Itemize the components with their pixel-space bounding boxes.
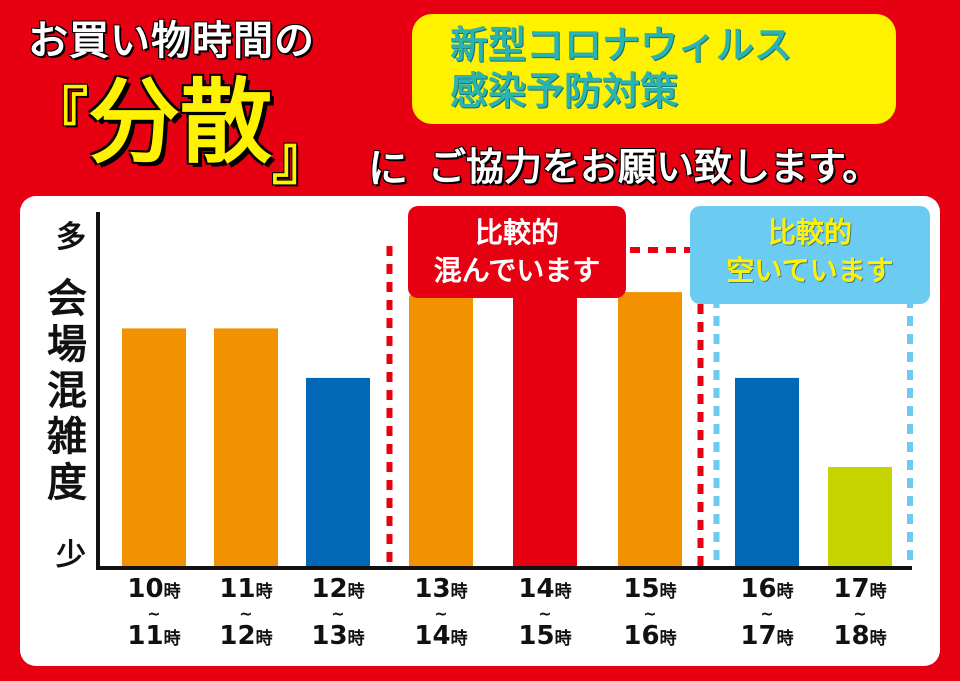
notice-line2: 感染予防対策 [450, 69, 679, 113]
x-tick-label: 11時 ~12時 [219, 574, 273, 651]
free-tag-line1: 比較的 [767, 216, 852, 249]
y-axis-label-char: 場 [47, 322, 87, 368]
x-tick-label: 16時 ~17時 [740, 574, 794, 651]
headline-line1: お買い物時間の [28, 18, 315, 64]
y-axis-label-char: 会 [47, 276, 87, 322]
y-axis-label-char: 度 [47, 460, 87, 506]
y-axis-label-char: 混 [47, 368, 87, 414]
bar [409, 295, 473, 566]
busy-tag: 比較的 混んでいます [408, 206, 626, 298]
free-tag: 比較的 空いています [690, 206, 930, 304]
bar [513, 255, 577, 567]
bar [122, 328, 186, 566]
free-tag-line2: 空いています [726, 254, 894, 287]
x-tick-label: 12時 ~13時 [311, 574, 365, 651]
bar [618, 292, 682, 566]
headline-keyword: 分散 [88, 69, 273, 176]
y-top-label: 多 [56, 220, 86, 255]
notice-line1: 新型コロナウィルス [450, 23, 793, 67]
bracket-open: 『 [30, 81, 89, 149]
x-tick-label: 14時 ~15時 [518, 574, 572, 651]
bar [306, 377, 370, 566]
x-tick-label: 17時 ~18時 [833, 574, 887, 651]
y-axis-label-char: 雑 [47, 414, 87, 460]
headline-keyword-row: 『分散』 [30, 68, 330, 192]
y-axis-label: 会場混雑度 [44, 276, 90, 506]
headline-request: ご協力をお願い致します。 [428, 145, 881, 189]
bar [735, 377, 799, 566]
bracket-close: 』 [272, 124, 331, 192]
x-tick-label: 13時 ~14時 [414, 574, 468, 651]
x-tick-label: 10時 ~11時 [127, 574, 181, 651]
x-tick-label: 15時 ~16時 [623, 574, 677, 651]
busy-tag-line2: 混んでいます [433, 254, 601, 287]
busy-tag-line1: 比較的 [474, 216, 559, 249]
bar [214, 328, 278, 566]
bar [828, 467, 892, 566]
notice-box: 新型コロナウィルス 感染予防対策 [412, 14, 896, 124]
y-bottom-label: 少 [56, 538, 86, 573]
headline-particle: に [368, 146, 408, 192]
